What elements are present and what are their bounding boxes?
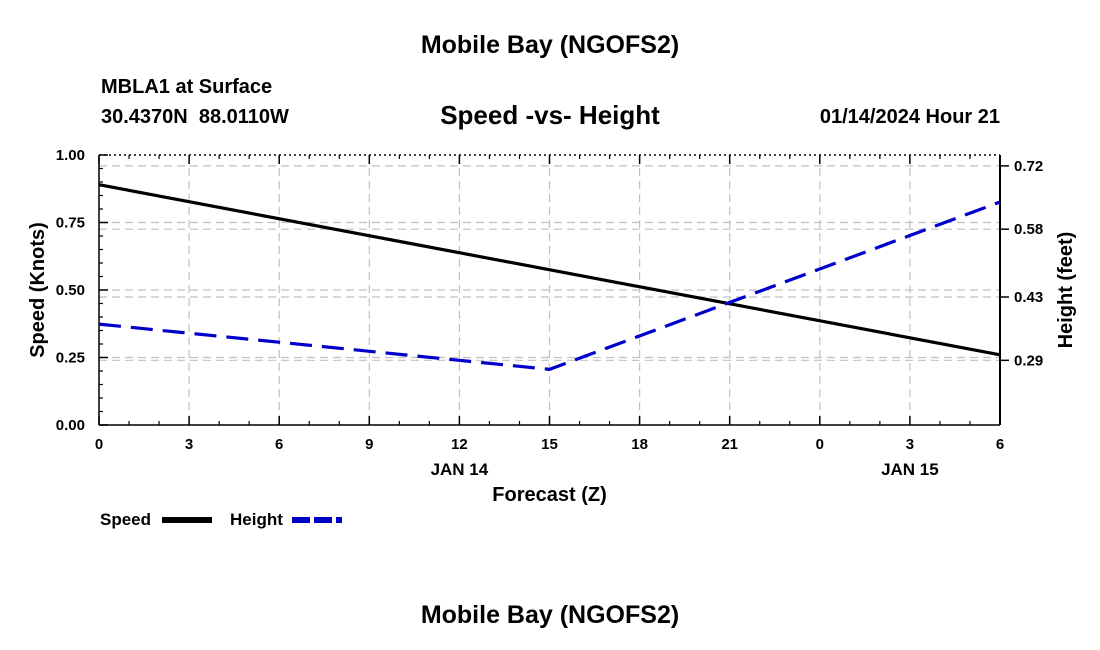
y-right-tick-label: 0.29 bbox=[1014, 352, 1043, 369]
x-tick-label: 18 bbox=[631, 436, 648, 453]
y-left-tick-label: 1.00 bbox=[56, 147, 85, 164]
series-line-height bbox=[98, 200, 1001, 371]
x-date-label: JAN 15 bbox=[881, 460, 939, 479]
x-tick-label: 9 bbox=[365, 436, 373, 453]
station-coordinates: 30.4370N 88.0110W bbox=[101, 106, 289, 128]
y-left-tick-label: 0.50 bbox=[56, 282, 85, 299]
x-tick-label: 0 bbox=[816, 436, 824, 453]
series-line-speed bbox=[98, 183, 1001, 357]
y-right-tick-label: 0.58 bbox=[1014, 221, 1043, 238]
y-right-tick-label: 0.72 bbox=[1014, 158, 1043, 175]
y-left-tick-label: 0.00 bbox=[56, 417, 85, 434]
y-right-tick-label: 0.43 bbox=[1014, 289, 1043, 306]
x-tick-label: 3 bbox=[906, 436, 914, 453]
x-tick-label: 12 bbox=[451, 436, 468, 453]
x-tick-label: 6 bbox=[996, 436, 1004, 453]
x-tick-label: 15 bbox=[541, 436, 558, 453]
legend-label-height: Height bbox=[230, 510, 283, 529]
chart-subtitle: Speed -vs- Height bbox=[440, 100, 660, 130]
page-title: Mobile Bay (NGOFS2) bbox=[420, 31, 680, 59]
forecast-timestamp: 01/14/2024 Hour 21 bbox=[819, 106, 1000, 128]
y-right-axis-title: Height (feet) bbox=[1055, 232, 1077, 349]
x-axis-title: Forecast (Z) bbox=[492, 484, 606, 506]
station-label: MBLA1 at Surface bbox=[101, 76, 273, 98]
footer-title: Mobile Bay (NGOFS2) bbox=[420, 601, 680, 629]
x-tick-label: 21 bbox=[721, 436, 738, 453]
y-left-tick-label: 0.75 bbox=[56, 215, 85, 232]
y-left-axis-title: Speed (Knots) bbox=[27, 222, 49, 358]
x-date-label: JAN 14 bbox=[431, 460, 489, 479]
y-left-tick-label: 0.25 bbox=[56, 350, 85, 367]
legend-label-speed: Speed bbox=[100, 510, 151, 529]
x-tick-label: 6 bbox=[275, 436, 283, 453]
x-tick-label: 3 bbox=[185, 436, 193, 453]
x-tick-label: 0 bbox=[95, 436, 103, 453]
